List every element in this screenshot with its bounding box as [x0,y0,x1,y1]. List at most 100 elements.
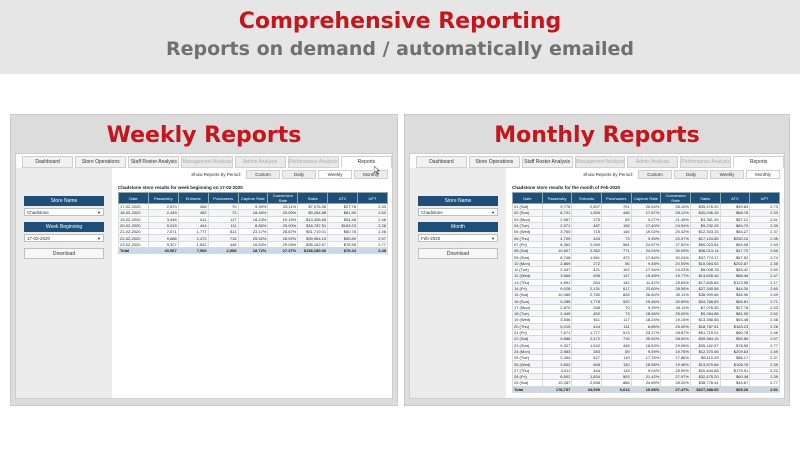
period-tab-weekly[interactable]: Weekly [710,170,744,179]
table-cell: 2.71 [749,297,780,305]
tab-performance-analysis[interactable]: Performance Analysis [287,156,339,168]
column-header[interactable]: Passersby [541,192,573,204]
table-row: 27 (Thu) 4,911 444 115 9.04% 25.90% $20,644.66… [512,366,780,375]
table-row: 20 (Thu) 5,015 444 111 8.85% 25.00% $18,787.51… [512,322,780,330]
table-cell: 2.57 [749,335,780,343]
week-select[interactable]: 17-02-2020 ▼ [24,234,104,242]
table-cell: 2.74 [749,253,780,261]
tab-reports[interactable]: Reports [733,156,784,168]
period-tab-daily[interactable]: Daily [282,170,316,179]
column-header[interactable]: Capture Rate [237,192,269,204]
table-header-row: Date Passersby Entrants Purchasers Capture R… [512,192,780,204]
table-row: 26 (Wed) 3,602 668 130 18.55% 19.46% $13,879.6… [512,360,780,368]
table-cell: 2.17 [749,278,780,286]
monthly-app-window: Dashboard Store Operations Staff Roster An… [409,153,785,399]
chevron-down-icon: ▼ [491,236,495,241]
column-header[interactable]: ATV [719,192,751,204]
tab-dashboard[interactable]: Dashboard [22,156,74,168]
table-row: 15 (Sat) 10,085 2,780 828 26.84% 30.11% $38,90… [512,291,780,299]
period-tab-custom[interactable]: Custom [638,170,672,179]
chevron-down-icon: ▼ [97,210,101,215]
table-header-row: Date Passersby Entrants Purchasers Capture R… [118,192,388,204]
column-header[interactable]: Passersby [147,192,179,204]
table-cell: 7,566 [177,247,209,255]
store-select[interactable]: Chadstone ▼ [24,208,104,216]
table-cell: 27.47% [660,385,691,393]
table-row: 18 (Tue) 2,449 452 73 18.46% 25.00% $9,284.88 $… [512,310,780,318]
table-cell: 2.52 [749,310,780,318]
table-cell: $76.44 [327,247,358,255]
table-cell: 19.58% [630,385,662,393]
column-header[interactable]: Capture Rate [630,192,662,204]
table-total-row: Total 40,567 7,566 2,068 18.72% 27.37% $158,18… [118,247,388,255]
weekly-report-table: Date Passersby Entrants Purchasers Capture R… [118,192,388,255]
store-select[interactable]: Chadstone ▼ [418,208,498,216]
period-tab-weekly[interactable]: Weekly [318,170,352,179]
tab-staff-roster-analysis[interactable]: Staff Roster Analysis [128,156,180,168]
table-cell: 2.46 [749,328,780,337]
table-cell: 2.39 [749,372,780,381]
tab-reports[interactable]: Reports [340,156,392,168]
weekly-app-window: Dashboard Store Operations Staff Roster An… [15,153,393,399]
week-beginning-header: Week Beginning [24,222,104,232]
column-header[interactable]: Purchasers [207,192,239,204]
monthly-panel: Monthly Reports Dashboard Store Operation… [404,114,790,406]
table-cell: 2.48 [357,247,388,255]
column-header[interactable]: UPT [357,192,388,204]
tab-management-analysis[interactable]: Management Analysis [574,156,626,168]
table-cell: 2.22 [749,366,780,375]
table-row: 12 (Wed) 3,566 698 137 19.48% 19.77% $13,628.4… [512,272,780,280]
table-cell: $158,180.06 [297,247,329,255]
page-subtitle: Reports on demand / automatically emaile… [166,38,634,60]
column-header[interactable]: Conversion Rate [267,192,299,204]
column-header[interactable]: Sales [297,192,329,204]
table-row: 19 (Wed) 3,546 611 117 18.24% 19.15% $13,358.6… [512,316,780,324]
tab-management-analysis[interactable]: Management Analysis [181,156,233,168]
column-header[interactable]: Conversion Rate [660,192,691,204]
download-button[interactable]: Download [24,248,104,259]
table-cell: 2.48 [749,316,780,324]
tab-performance-analysis[interactable]: Performance Analysis [680,156,732,168]
table-row: 14 (Fri) 9,028 2,131 617 23.60% 28.95% $27,340… [512,284,780,293]
table-row: 10 (Mon) 2,869 272 56 9.48% 20.00% $10,064.02 $… [512,259,780,267]
month-select[interactable]: Feb-2020 ▼ [418,234,498,242]
weekly-report: Chadstone store results for week beginni… [118,184,388,396]
column-header[interactable]: Entrants [571,192,602,204]
column-header[interactable]: Sales [689,192,721,204]
period-tab-monthly[interactable]: Monthly [354,170,388,179]
tab-staff-roster-analysis[interactable]: Staff Roster Analysis [521,156,573,168]
tab-store-operations[interactable]: Store Operations [468,156,520,168]
column-header[interactable]: UPT [749,192,780,204]
tab-admin-analysis[interactable]: Admin Analysis [234,156,286,168]
table-cell: $627,388.60 [689,385,721,393]
table-cell: 40,567 [147,247,179,255]
download-button[interactable]: Download [418,248,498,259]
table-row: 24 (Mon) 2,983 283 59 9.49% 19.75% $12,370.06 $… [512,347,780,356]
header-band [0,0,800,74]
period-tab-custom[interactable]: Custom [246,170,280,179]
weekly-tab-bar: Dashboard Store Operations Staff Roster An… [16,156,392,168]
table-cell: 18.72% [237,247,269,255]
column-header[interactable]: Purchasers [600,192,632,204]
period-tab-daily[interactable]: Daily [674,170,708,179]
table-cell: 2.77 [749,341,780,349]
tab-dashboard[interactable]: Dashboard [416,156,467,168]
table-row: 23-02-2020 9,327 1,542 448 16.53% 29.05% $35,1… [118,240,388,249]
month-header: Month [418,222,498,232]
column-header[interactable]: Date [512,192,543,204]
table-total-row: Total 178,757 34,999 9,613 19.58% 27.47% $627,… [512,385,780,393]
tab-admin-analysis[interactable]: Admin Analysis [627,156,679,168]
tab-store-operations[interactable]: Store Operations [75,156,127,168]
table-row: 23 (Sun) 9,327 1,542 448 16.53% 29.05% $35,162… [512,341,780,349]
table-cell: 2.35 [749,360,780,368]
store-name-header: Store Name [418,196,498,206]
weekly-panel-title: Weekly Reports [106,123,302,148]
table-row: 28 (Fri) 8,502 1,834 503 21.42% 27.97% $32,475… [512,372,780,381]
column-header[interactable]: Entrants [177,192,209,204]
store-select-value: Chadstone [27,210,49,215]
period-tab-monthly[interactable]: Monthly [746,170,780,179]
column-header[interactable]: Date [118,192,149,204]
table-cell: 2,068 [207,247,239,255]
column-header[interactable]: ATV [327,192,358,204]
table-cell: 178,757 [541,385,573,393]
